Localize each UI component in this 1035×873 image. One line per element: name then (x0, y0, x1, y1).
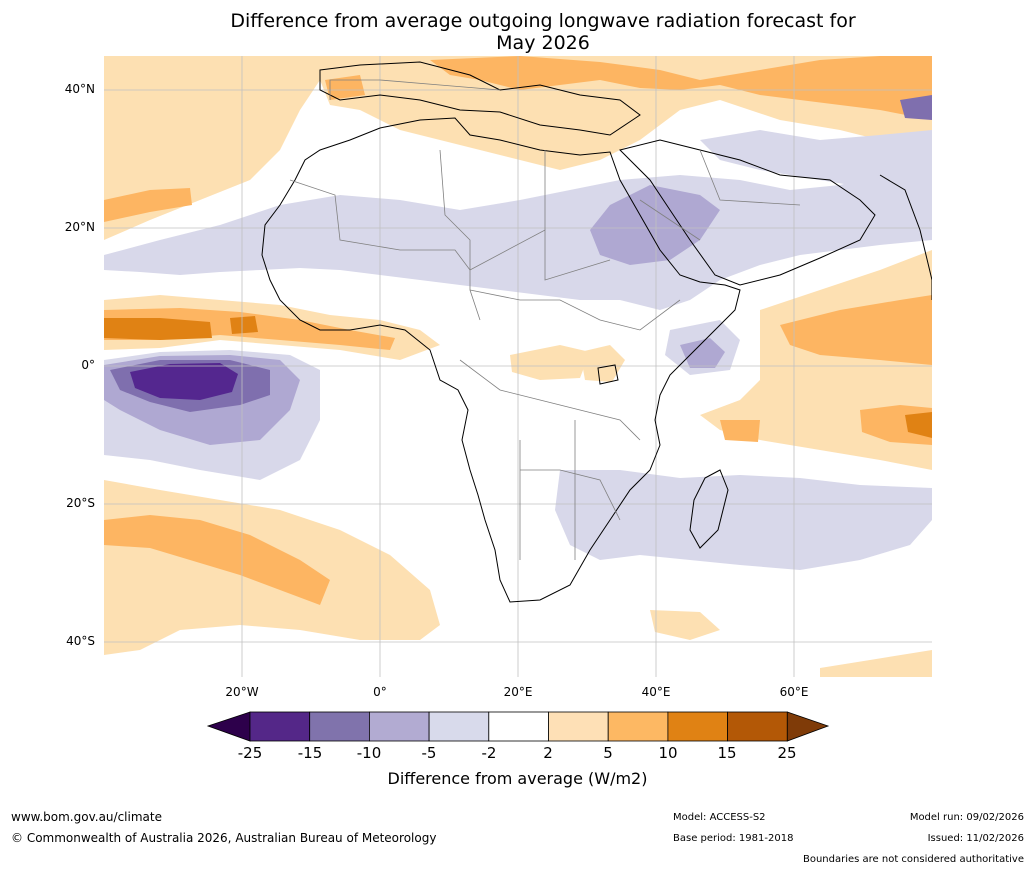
lat-label-20n: 20°N (64, 220, 95, 234)
madagascar (689, 469, 729, 549)
title-line-2: May 2026 (496, 32, 590, 54)
colorbar-swatch-5 (488, 711, 549, 742)
anomaly-pos-15-equator (104, 318, 212, 340)
india-west (879, 174, 932, 300)
europe-south (319, 61, 641, 136)
anomaly-pos-5-se (820, 650, 932, 677)
anomaly-pos-5-south-ind-far (650, 610, 720, 640)
map-plot-area (104, 56, 932, 677)
colorbar-swatch-9 (727, 711, 788, 742)
colorbar-tick-label: -10 (356, 744, 382, 762)
colorbar-swatch-2 (309, 711, 370, 742)
anomaly-neg-5-arabia-north (700, 130, 932, 190)
colorbar-swatch-3 (368, 711, 430, 742)
anomaly-pos-5-congo (510, 345, 590, 380)
colorbar-tick-label: 15 (717, 744, 737, 762)
lon-label-0: 0° (373, 685, 387, 699)
footer-disclaimer: Boundaries are not considered authoritat… (802, 854, 1024, 865)
country-borders (289, 79, 801, 560)
lat-label-40s: 40°S (66, 634, 95, 648)
footer-website[interactable]: www.bom.gov.au/climate (11, 810, 162, 824)
anomaly-pos-10-indian (780, 295, 932, 365)
title-line-1: Difference from average outgoing longwav… (230, 10, 856, 32)
lon-label-40e: 40°E (641, 685, 671, 699)
anomaly-pos-15-gulf (230, 316, 258, 334)
colorbar-title: Difference from average (W/m2) (387, 769, 648, 788)
anomaly-pos-10-south-atl (104, 515, 330, 605)
anomaly-pos-10-madag-north (720, 420, 760, 442)
anomaly-pos-5-ne-africa (580, 345, 625, 382)
footer-model: Model: ACCESS-S2 (673, 812, 766, 823)
arabia (619, 139, 876, 286)
lat-label-20s: 20°S (66, 496, 95, 510)
anomaly-pos-10-med (430, 56, 932, 120)
footer-copyright: © Commonwealth of Australia 2026, Austra… (11, 831, 437, 845)
anomaly-neg-10-sudan (590, 185, 720, 265)
lat-label-0: 0° (81, 358, 95, 372)
lat-label-40n: 40°N (64, 82, 95, 96)
map-title: Difference from average outgoing longwav… (0, 10, 1035, 54)
anomaly-pos-15-indian-south (905, 412, 932, 438)
footer-model-run: Model run: 09/02/2026 (909, 812, 1024, 823)
graticule (104, 56, 932, 677)
colorbar-swatch-7 (607, 711, 669, 742)
lon-label-60e: 60°E (779, 685, 809, 699)
footer-base-period: Base period: 1981-2018 (673, 833, 794, 844)
anomaly-pos-10-med-west (325, 75, 365, 100)
anomaly-neg-10-horn (680, 338, 725, 368)
colorbar-extend-high (786, 711, 830, 742)
colorbar-tick-label: 25 (777, 744, 797, 762)
lake-victoria (597, 364, 619, 385)
colorbar-swatch-1 (249, 711, 311, 742)
colorbar-tick-label: 5 (603, 744, 613, 762)
anomaly-neg-25-satl (130, 363, 238, 400)
colorbar-extend-low (206, 711, 251, 742)
lon-label-20w: 20°W (225, 685, 259, 699)
colorbar-tick-label: 2 (543, 744, 553, 762)
colorbar-tick-label: -15 (297, 744, 323, 762)
anomaly-neg-5-south-indian (555, 470, 932, 570)
colorbar-tick-label: -2 (481, 744, 497, 762)
colorbar-swatch-8 (667, 711, 729, 742)
colorbar-tick-label: -25 (237, 744, 263, 762)
colorbar-tick-label: -5 (421, 744, 437, 762)
anomaly-neg-15-caspian (900, 95, 932, 120)
colorbar-swatch-6 (548, 711, 609, 742)
anomaly-pos-10-atl-north (104, 188, 192, 222)
footer-issued: Issued: 11/02/2026 (927, 833, 1024, 844)
coastlines (261, 61, 932, 603)
colorbar-tick-label: 10 (658, 744, 678, 762)
lon-label-20e: 20°E (503, 685, 533, 699)
africa-coast (261, 117, 741, 603)
colorbar-swatch-4 (428, 711, 490, 742)
